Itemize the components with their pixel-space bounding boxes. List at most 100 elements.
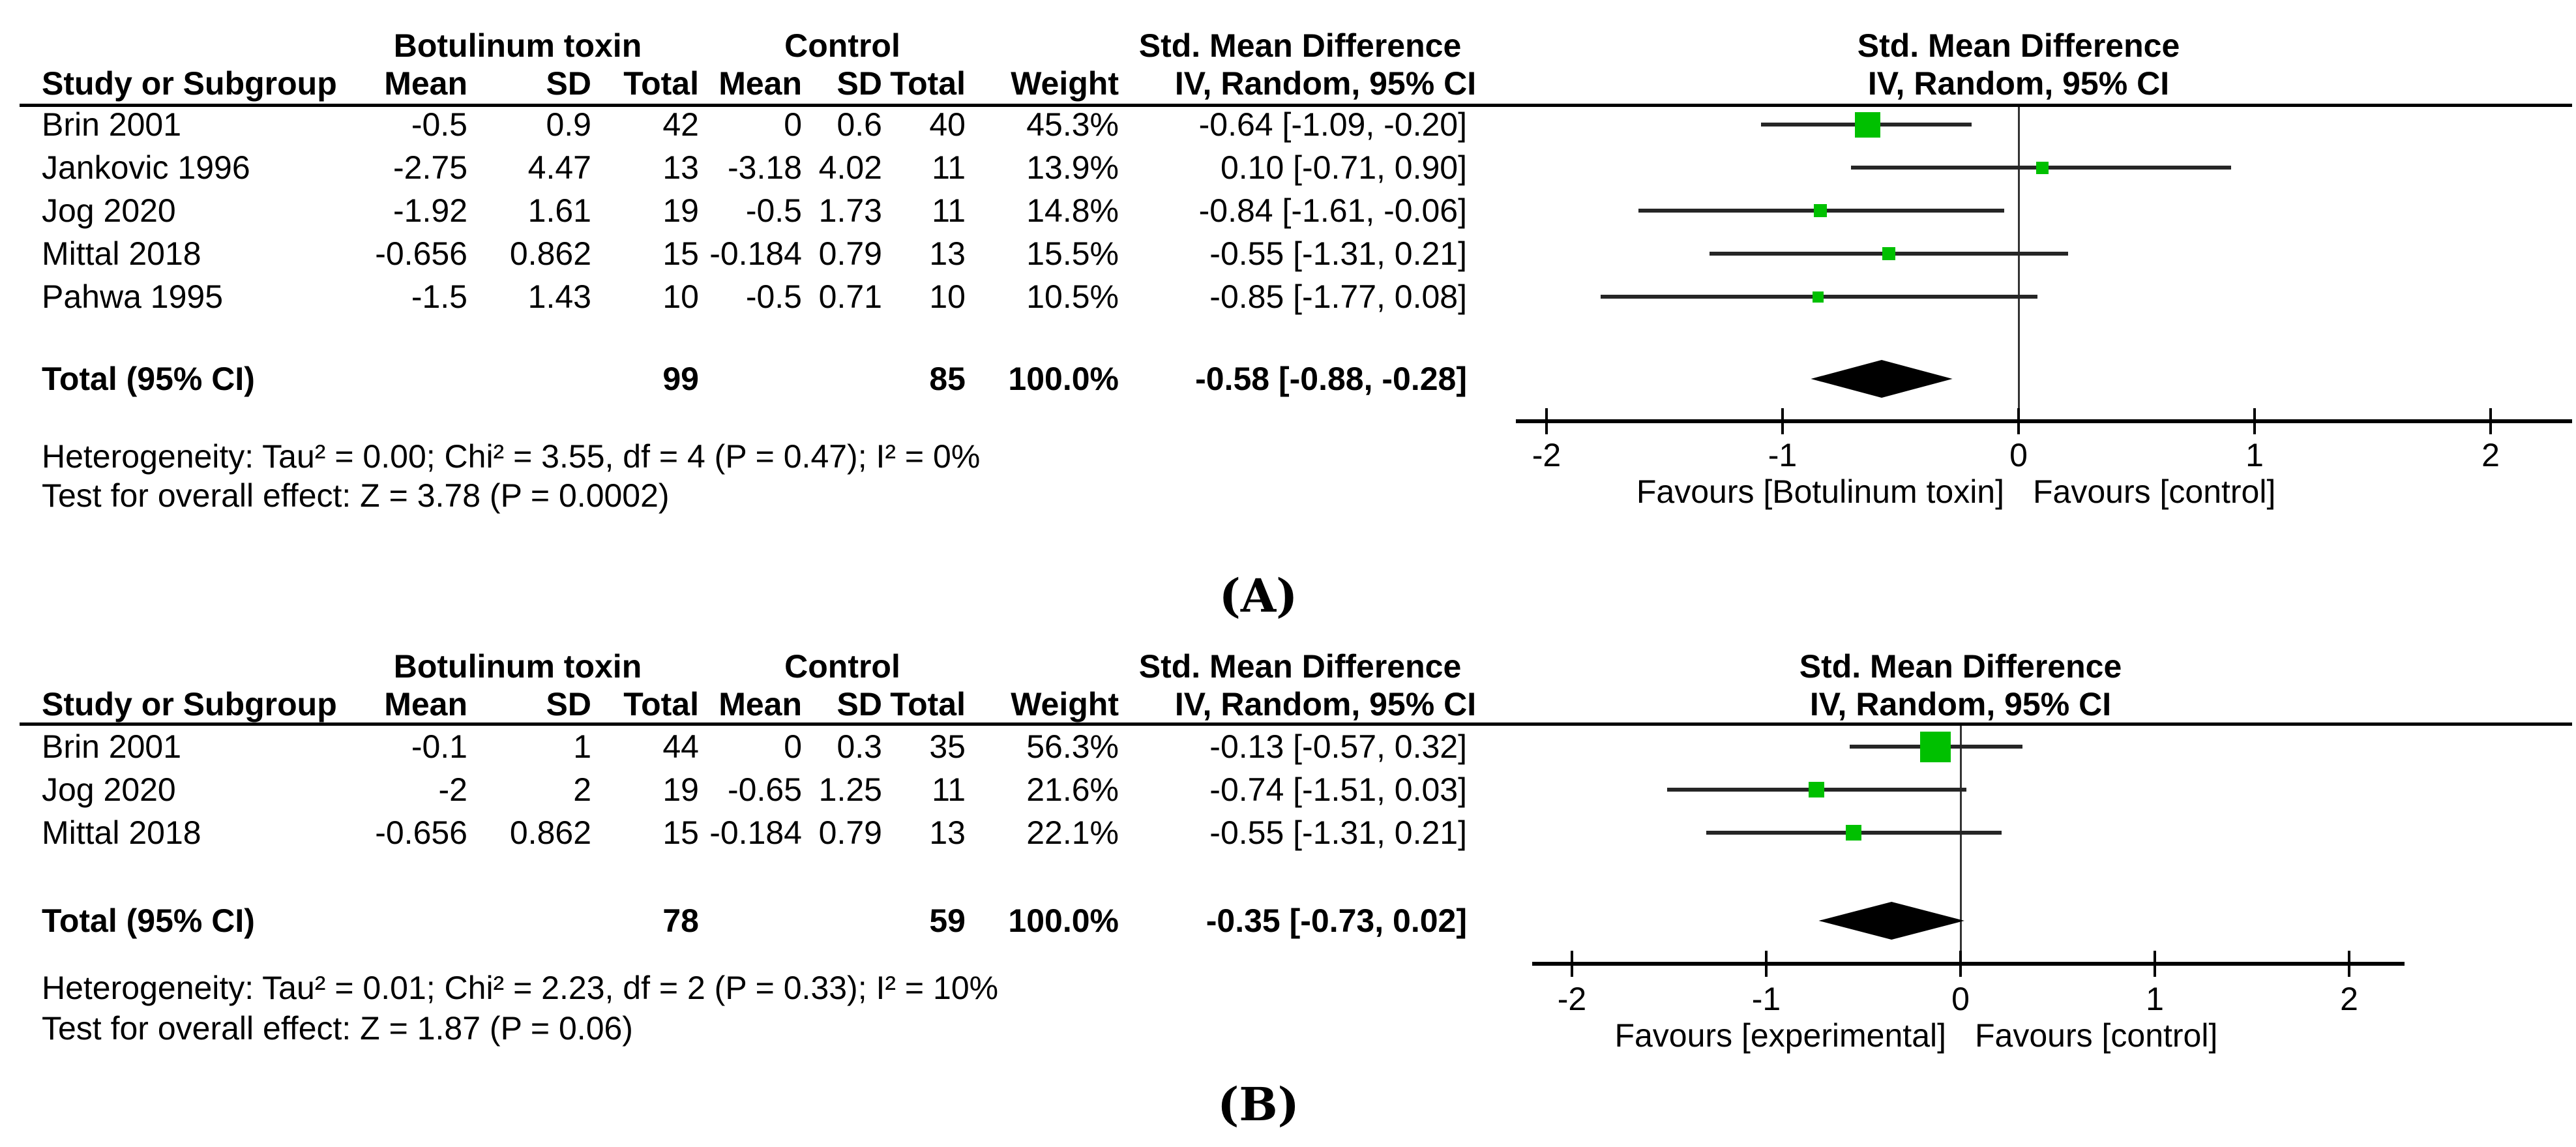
cell-value: -0.184 (709, 814, 802, 851)
group2-header: Control (784, 27, 900, 64)
cell-value: 1.61 (527, 192, 591, 229)
cell-value: 11 (932, 771, 966, 808)
cell-value: 22.1% (1026, 814, 1119, 851)
heterogeneity-note: Heterogeneity: Tau² = 0.00; Chi² = 3.55,… (42, 438, 981, 475)
total-label: Total (95% CI) (42, 361, 255, 397)
cell-value: 11 (932, 192, 966, 229)
cell-value: 15 (662, 814, 699, 851)
axis-tick-label: 1 (2245, 437, 2264, 473)
plot-title: Std. Mean Difference (1799, 648, 2122, 685)
panel-b-label: (B) (1217, 1077, 1299, 1131)
ci-text: 0.10 [-0.71, 0.90] (1220, 149, 1467, 186)
cell-value: 0 (784, 728, 802, 765)
total-ci-text: -0.35 [-0.73, 0.02] (1206, 902, 1467, 939)
column-header-mean: Mean (718, 686, 802, 722)
cell-value: -0.5 (745, 278, 802, 315)
ci-text: -0.74 [-1.51, 0.03] (1209, 771, 1467, 808)
panel-a-label: (A) (1219, 569, 1298, 623)
cell-value: 11 (932, 149, 966, 186)
heterogeneity-note: Heterogeneity: Tau² = 0.01; Chi² = 2.23,… (42, 970, 999, 1006)
cell-value: 45.3% (1026, 106, 1119, 143)
axis-tick (1545, 408, 1548, 434)
favours-left-label: Favours [experimental] (1614, 1017, 1946, 1054)
total-weight: 100.0% (1008, 361, 1119, 397)
total-ci-text: -0.58 [-0.88, -0.28] (1195, 361, 1467, 397)
cell-value: 21.6% (1026, 771, 1119, 808)
cell-value: -0.65 (728, 771, 802, 808)
total-weight: 100.0% (1008, 902, 1119, 939)
axis-tick (1571, 951, 1573, 977)
effect-square (1882, 247, 1895, 260)
ci-text: -0.55 [-1.31, 0.21] (1209, 235, 1467, 272)
pooled-diamond (1811, 360, 1953, 398)
effect-square (1919, 731, 1951, 762)
axis-tick (2489, 408, 2492, 434)
column-header-weight: Weight (1011, 686, 1119, 722)
effect-column-title: Std. Mean Difference (1138, 27, 1462, 64)
effect-square (2036, 161, 2049, 174)
overall-effect-note: Test for overall effect: Z = 3.78 (P = 0… (42, 477, 670, 514)
axis-tick-label: -2 (1557, 981, 1587, 1017)
cell-value: 0.862 (509, 814, 591, 851)
column-header-sd: SD (836, 65, 882, 102)
axis-tick-label: -1 (1768, 437, 1798, 473)
cell-value: -0.656 (375, 235, 467, 272)
axis-tick (1765, 951, 1768, 977)
cell-value: 1.73 (818, 192, 882, 229)
column-header-sd: SD (546, 686, 591, 722)
total-n-control: 59 (929, 902, 966, 939)
group1-header: Botulinum toxin (393, 648, 642, 685)
header-rule (20, 103, 2572, 107)
cell-value: -2.75 (393, 149, 467, 186)
axis-tick-label: 1 (2146, 981, 2164, 1017)
zero-line (2018, 107, 2020, 421)
cell-value: 10 (662, 278, 699, 315)
cell-value: 10 (929, 278, 966, 315)
column-header-sd: SD (836, 686, 882, 722)
cell-value: 0.79 (818, 235, 882, 272)
cell-value: -3.18 (728, 149, 802, 186)
study-column-header: Study or Subgroup (42, 686, 337, 722)
cell-value: 10.5% (1026, 278, 1119, 315)
axis-tick (1781, 408, 1784, 434)
study-label: Mittal 2018 (42, 814, 201, 851)
effect-square (1854, 112, 1880, 138)
cell-value: 0 (784, 106, 802, 143)
cell-value: 56.3% (1026, 728, 1119, 765)
cell-value: -0.1 (411, 728, 467, 765)
cell-value: 1.25 (818, 771, 882, 808)
cell-value: 0.3 (836, 728, 882, 765)
pooled-diamond (1818, 902, 1964, 940)
study-label: Jog 2020 (42, 771, 176, 808)
cell-value: 0.6 (836, 106, 882, 143)
study-label: Jog 2020 (42, 192, 176, 229)
study-label: Brin 2001 (42, 106, 182, 143)
header-rule (20, 722, 2572, 726)
cell-value: 0.862 (509, 235, 591, 272)
ci-text: -0.13 [-0.57, 0.32] (1209, 728, 1467, 765)
cell-value: -2 (438, 771, 467, 808)
cell-value: 19 (662, 192, 699, 229)
axis-tick (2154, 951, 2156, 977)
x-axis (1516, 419, 2572, 423)
plot-title: Std. Mean Difference (1857, 27, 2180, 64)
column-header-mean: Mean (718, 65, 802, 102)
ci-text: -0.55 [-1.31, 0.21] (1209, 814, 1467, 851)
column-header-mean: Mean (384, 686, 467, 722)
cell-value: -1.92 (393, 192, 467, 229)
group1-header: Botulinum toxin (393, 27, 642, 64)
effect-square (1813, 204, 1827, 217)
cell-value: 0.9 (546, 106, 591, 143)
axis-tick-label: 0 (2009, 437, 2028, 473)
x-axis (1532, 962, 2405, 966)
axis-tick-label: -1 (1751, 981, 1781, 1017)
total-label: Total (95% CI) (42, 902, 255, 939)
ci-text: -0.84 [-1.61, -0.06] (1198, 192, 1467, 229)
axis-tick-label: -2 (1532, 437, 1562, 473)
total-n-control: 85 (929, 361, 966, 397)
ci-text: -0.85 [-1.77, 0.08] (1209, 278, 1467, 315)
cell-value: 4.02 (818, 149, 882, 186)
plot-subtitle: IV, Random, 95% CI (1809, 686, 2112, 722)
cell-value: 2 (573, 771, 591, 808)
